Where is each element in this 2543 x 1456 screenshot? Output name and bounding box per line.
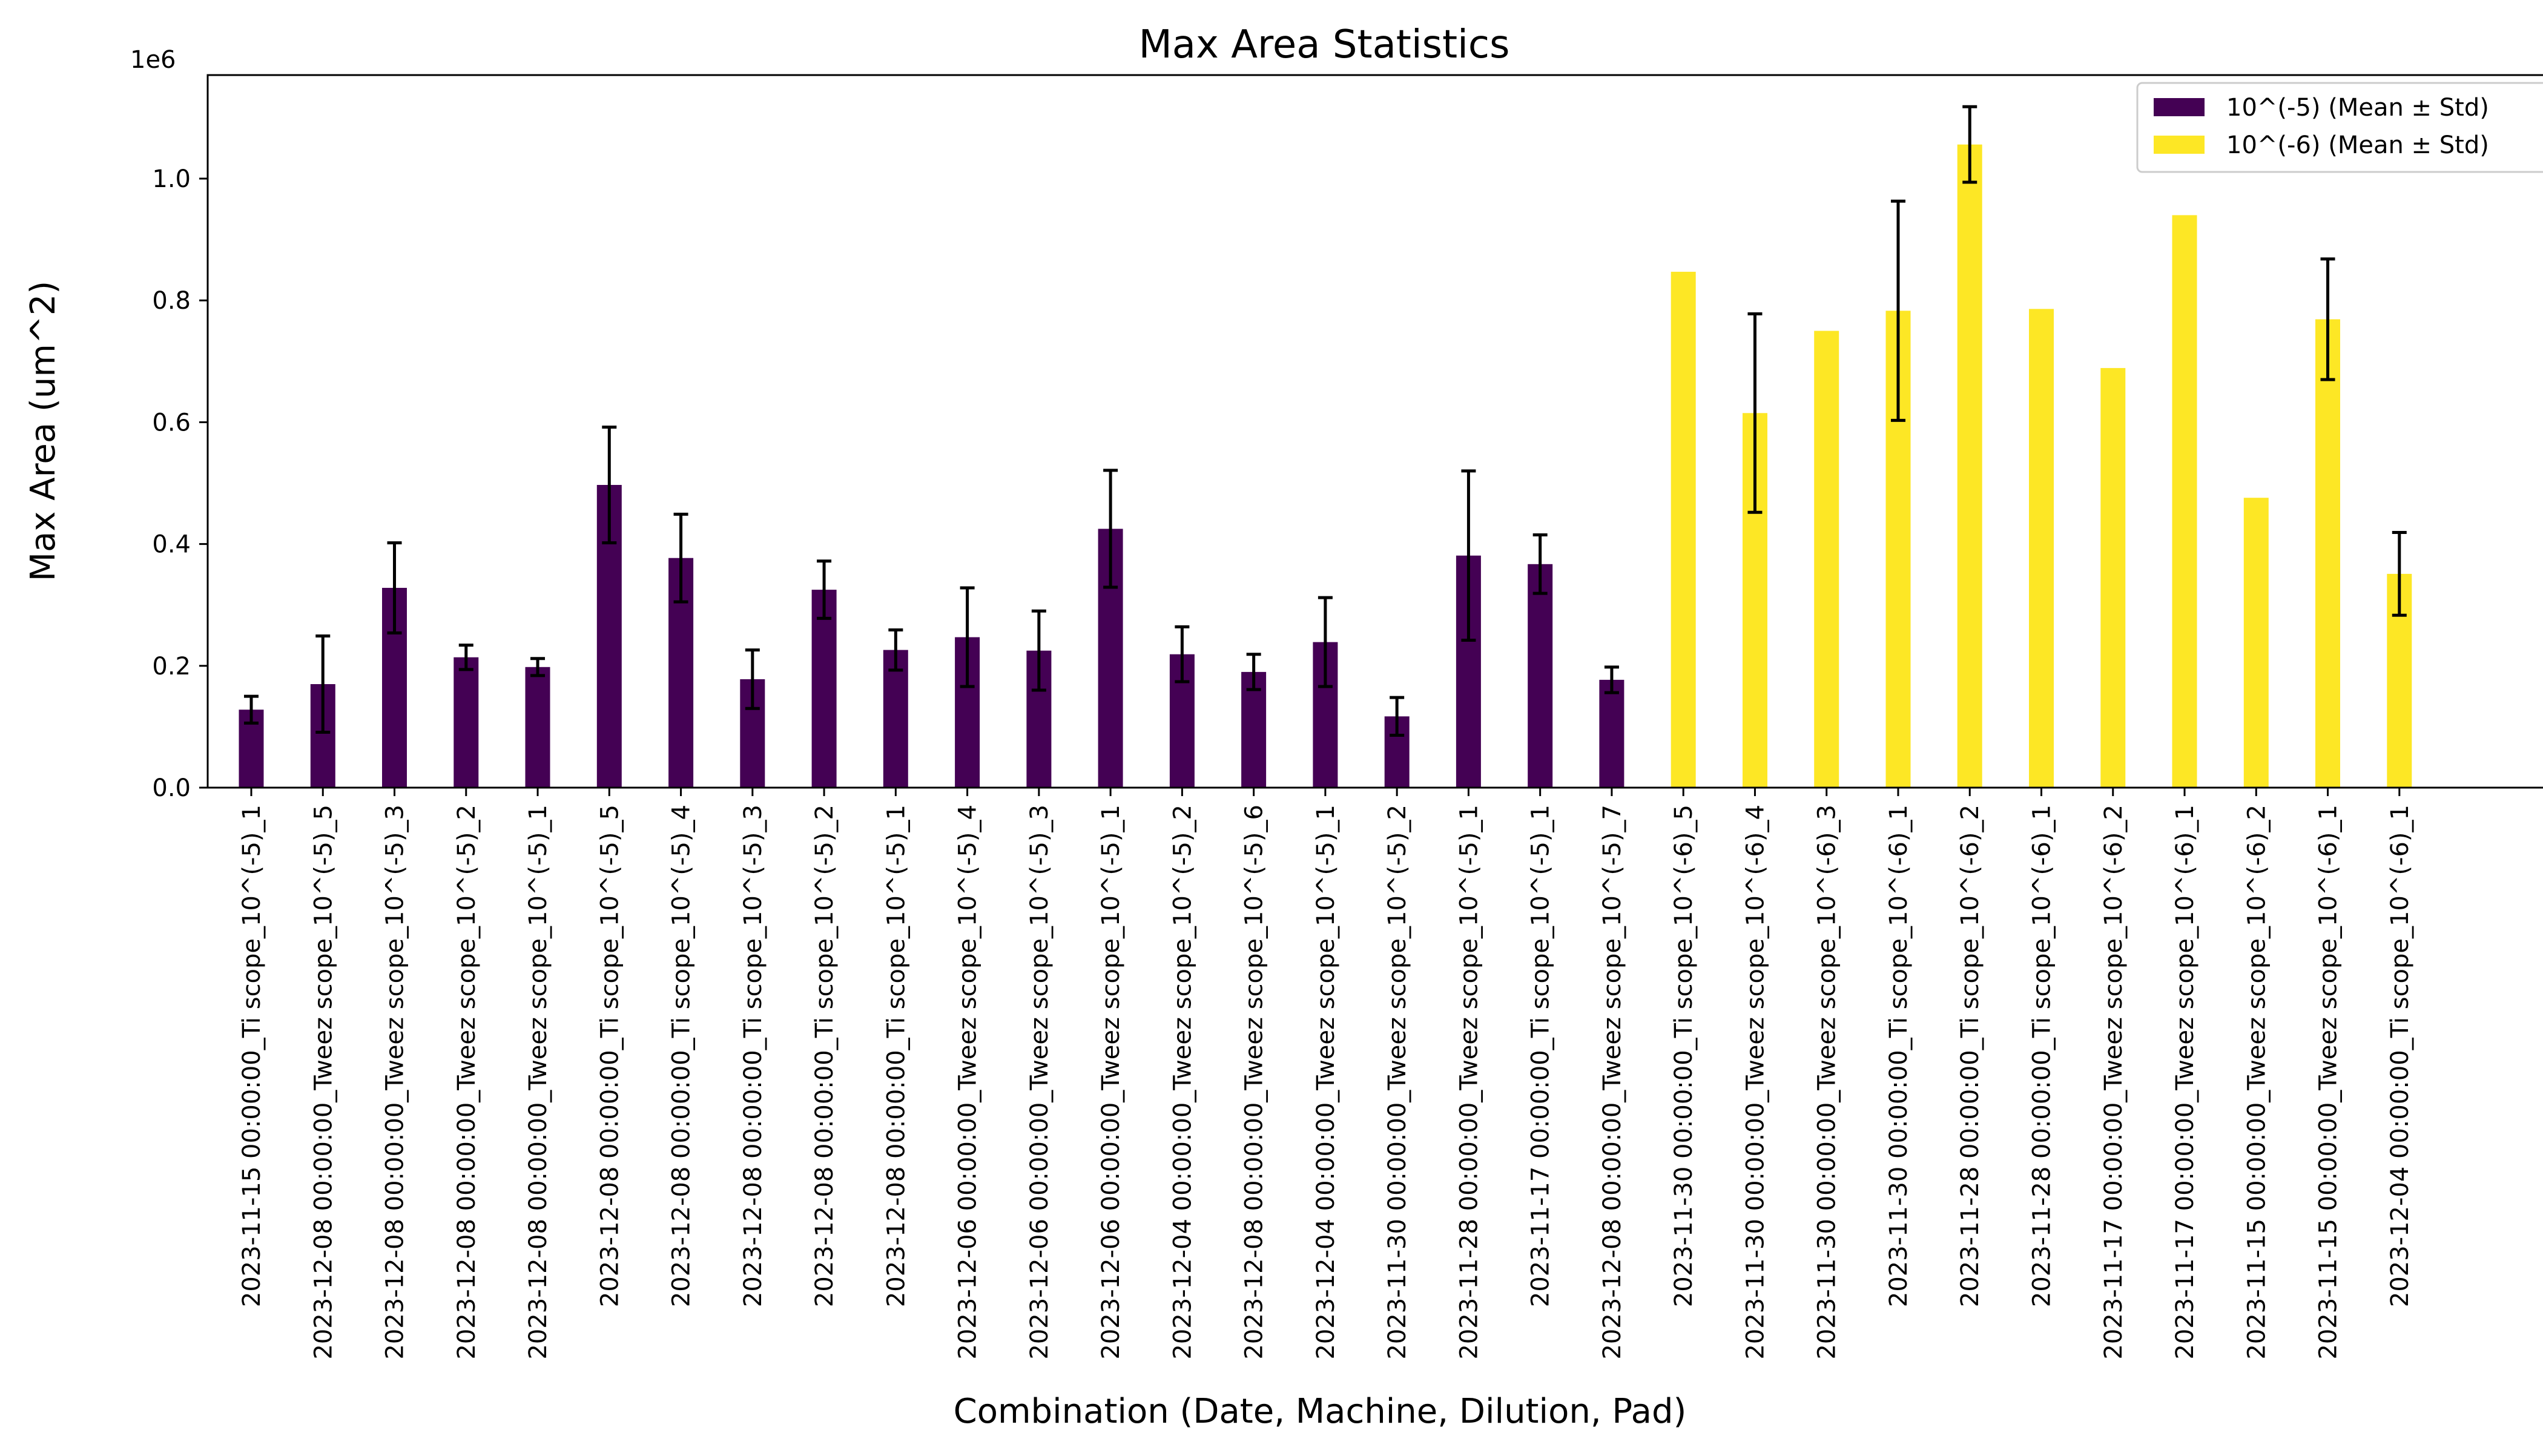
bar-series1-5 bbox=[525, 667, 550, 788]
y-tick-label: 0.8 bbox=[152, 287, 191, 315]
error-bar-series2-2 bbox=[1747, 312, 1763, 514]
error-bars-layer bbox=[244, 105, 2407, 737]
error-bar-series1-12 bbox=[1031, 609, 1046, 692]
x-tick-label: 2023-11-28 00:00:00_Ti scope_10^(-6)_2 bbox=[1956, 805, 1984, 1307]
x-tick-label: 2023-11-17 00:00:00_Tweez scope_10^(-6)_… bbox=[2100, 805, 2128, 1360]
x-tick-label: 2023-11-17 00:00:00_Tweez scope_10^(-6)_… bbox=[2171, 805, 2199, 1360]
y-axis-title: Max Area (um^2) bbox=[24, 281, 63, 582]
error-bar-series1-18 bbox=[1461, 469, 1476, 642]
bar-series2-7 bbox=[2100, 367, 2126, 788]
bar-series2-8 bbox=[2172, 215, 2197, 788]
bar-series1-19 bbox=[1528, 564, 1553, 788]
error-bar-series1-16 bbox=[1318, 596, 1333, 688]
legend-swatch-series-2 bbox=[2154, 136, 2205, 154]
bar-series1-10 bbox=[883, 650, 908, 788]
error-bar-series1-15 bbox=[1246, 653, 1261, 691]
bar-series2-3 bbox=[1814, 331, 1839, 788]
error-bar-series1-9 bbox=[817, 559, 832, 620]
legend-swatch-series-1 bbox=[2154, 98, 2205, 116]
x-tick-label: 2023-12-06 00:00:00_Tweez scope_10^(-5)_… bbox=[1026, 805, 1054, 1360]
x-tick-label: 2023-11-17 00:00:00_Ti scope_10^(-5)_1 bbox=[1527, 805, 1555, 1307]
x-tick-label: 2023-11-15 00:00:00_Ti scope_10^(-5)_1 bbox=[238, 805, 266, 1307]
bar-series2-1 bbox=[1671, 271, 1696, 788]
bar-series1-4 bbox=[454, 657, 479, 788]
y-tick-label: 1.0 bbox=[152, 165, 191, 193]
error-bar-series1-3 bbox=[387, 541, 402, 634]
error-bar-series1-11 bbox=[960, 586, 975, 688]
x-tick-label: 2023-12-08 00:00:00_Ti scope_10^(-5)_4 bbox=[668, 805, 696, 1307]
x-tick-label: 2023-12-08 00:00:00_Tweez scope_10^(-5)_… bbox=[1241, 805, 1268, 1360]
x-tick-label: 2023-12-04 00:00:00_Tweez scope_10^(-5)_… bbox=[1312, 805, 1340, 1360]
bar-series1-9 bbox=[811, 590, 837, 788]
x-axis: 2023-11-15 00:00:00_Ti scope_10^(-5)_1 20… bbox=[238, 788, 2414, 1360]
plot-area-frame bbox=[206, 74, 2543, 789]
x-tick-label: 2023-11-30 00:00:00_Ti scope_10^(-6)_1 bbox=[1885, 805, 1913, 1307]
x-tick-label: 2023-12-06 00:00:00_Tweez scope_10^(-5)_… bbox=[954, 805, 982, 1360]
error-bar-series1-8 bbox=[745, 648, 760, 710]
error-bar-series1-6 bbox=[602, 425, 617, 545]
error-bar-series2-10 bbox=[2320, 257, 2335, 381]
bar-series1-20 bbox=[1599, 679, 1624, 788]
x-tick-label: 2023-12-08 00:00:00_Tweez scope_10^(-5)_… bbox=[524, 805, 552, 1360]
error-bar-series1-7 bbox=[673, 512, 688, 604]
x-tick-label: 2023-11-15 00:00:00_Tweez scope_10^(-6)_… bbox=[2243, 805, 2271, 1360]
bars-layer bbox=[239, 144, 2412, 788]
legend-label-series-1: 10^(-5) (Mean ± Std) bbox=[2226, 94, 2489, 122]
x-tick-label: 2023-11-30 00:00:00_Ti scope_10^(-6)_5 bbox=[1670, 805, 1698, 1307]
y-tick-label: 0.2 bbox=[152, 653, 191, 680]
x-tick-label: 2023-12-08 00:00:00_Tweez scope_10^(-5)_… bbox=[309, 805, 337, 1360]
x-tick-label: 2023-11-28 00:00:00_Tweez scope_10^(-5)_… bbox=[1455, 805, 1483, 1360]
x-tick-label: 2023-11-30 00:00:00_Tweez scope_10^(-5)_… bbox=[1384, 805, 1411, 1360]
y-axis-offset-label: 1e6 bbox=[130, 46, 176, 74]
error-bar-series2-11 bbox=[2392, 530, 2407, 617]
chart-title: Max Area Statistics bbox=[1139, 22, 1510, 67]
error-bar-series1-19 bbox=[1532, 533, 1548, 595]
error-bar-series1-17 bbox=[1390, 696, 1405, 737]
error-bar-series1-13 bbox=[1103, 469, 1118, 589]
bar-series2-9 bbox=[2243, 498, 2269, 788]
y-tick-label: 0.0 bbox=[152, 774, 191, 802]
legend-label-series-2: 10^(-6) (Mean ± Std) bbox=[2226, 131, 2489, 159]
error-bar-series2-4 bbox=[1890, 199, 1905, 422]
error-bar-series1-20 bbox=[1604, 665, 1619, 694]
error-bar-series1-14 bbox=[1175, 625, 1190, 684]
x-tick-label: 2023-12-08 00:00:00_Tweez scope_10^(-5)_… bbox=[1598, 805, 1626, 1360]
bar-series1-15 bbox=[1241, 671, 1267, 788]
x-tick-label: 2023-12-08 00:00:00_Tweez scope_10^(-5)_… bbox=[381, 805, 409, 1360]
x-tick-label: 2023-12-08 00:00:00_Ti scope_10^(-5)_5 bbox=[596, 805, 624, 1307]
error-bar-series1-1 bbox=[244, 694, 259, 725]
error-bar-series2-5 bbox=[1962, 105, 1977, 184]
y-tick-label: 0.6 bbox=[152, 409, 191, 436]
x-tick-label: 2023-11-30 00:00:00_Tweez scope_10^(-6)_… bbox=[1813, 805, 1841, 1360]
x-tick-label: 2023-12-08 00:00:00_Ti scope_10^(-5)_2 bbox=[811, 805, 839, 1307]
bar-series2-6 bbox=[2029, 309, 2054, 788]
x-tick-label: 2023-12-08 00:00:00_Tweez scope_10^(-5)_… bbox=[453, 805, 481, 1360]
legend: 10^(-5) (Mean ± Std) 10^(-6) (Mean ± Std… bbox=[2136, 82, 2543, 173]
error-bar-series1-4 bbox=[458, 644, 473, 671]
legend-frame bbox=[2136, 82, 2543, 173]
error-bar-series1-5 bbox=[530, 657, 546, 677]
y-tick-label: 0.4 bbox=[152, 531, 191, 559]
x-tick-label: 2023-11-30 00:00:00_Tweez scope_10^(-6)_… bbox=[1741, 805, 1769, 1360]
error-bar-series1-10 bbox=[888, 628, 903, 672]
x-tick-label: 2023-11-15 00:00:00_Tweez scope_10^(-6)_… bbox=[2315, 805, 2343, 1360]
x-tick-label: 2023-12-08 00:00:00_Ti scope_10^(-5)_3 bbox=[739, 805, 767, 1307]
x-tick-label: 2023-12-04 00:00:00_Ti scope_10^(-6)_1 bbox=[2386, 805, 2414, 1307]
x-tick-label: 2023-12-06 00:00:00_Tweez scope_10^(-5)_… bbox=[1097, 805, 1125, 1360]
bar-series2-5 bbox=[1957, 144, 1982, 788]
x-tick-label: 2023-11-28 00:00:00_Ti scope_10^(-6)_1 bbox=[2028, 805, 2056, 1307]
y-axis: 0.0 0.2 0.4 0.6 0.8 1.0 bbox=[152, 165, 208, 802]
bar-series2-10 bbox=[2315, 319, 2340, 788]
x-axis-title: Combination (Date, Machine, Dilution, Pa… bbox=[954, 1392, 1687, 1431]
error-bar-series1-2 bbox=[315, 634, 331, 734]
x-tick-label: 2023-12-08 00:00:00_Ti scope_10^(-5)_1 bbox=[882, 805, 910, 1307]
x-tick-label: 2023-12-04 00:00:00_Tweez scope_10^(-5)_… bbox=[1169, 805, 1196, 1360]
